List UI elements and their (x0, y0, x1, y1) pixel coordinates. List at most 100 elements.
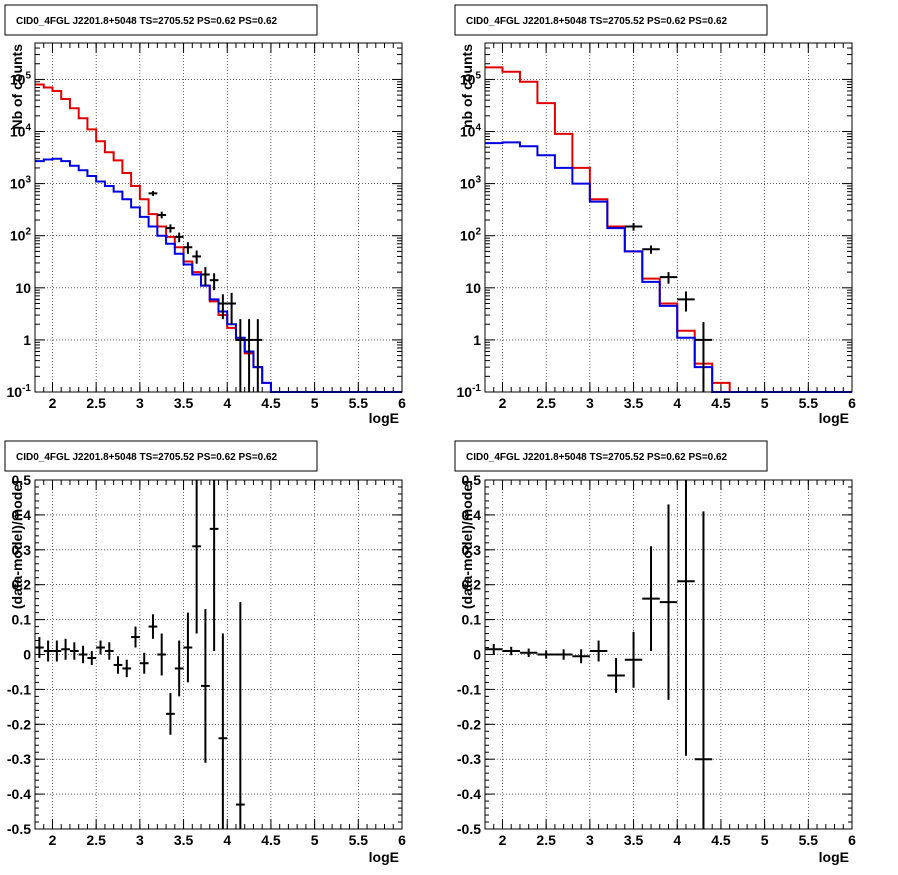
y-tick-label: 105 (10, 70, 32, 87)
y-tick-label: 0.1 (462, 612, 482, 628)
y-tick-label: 104 (460, 123, 482, 140)
x-tick-label: 3 (586, 832, 594, 848)
plot-content: 2 2.5 3 3.5 4 4.5 5 5.5 6 10-1 1 10 102 103 104 105 (457, 42, 856, 411)
x-tick-label: 4.5 (261, 395, 281, 411)
x-tick-label: 5 (311, 395, 319, 411)
y-tick-label: 102 (460, 227, 482, 244)
x-tick-label: 3.5 (624, 832, 644, 848)
plot-content: 2 2.5 3 3.5 4 4.5 5 5.5 6 -0.5 -0.4 -0.3 -0.2 -0.1 0 0.… (457, 472, 856, 848)
y-tick-label: 1 (23, 332, 31, 348)
title-box (4, 440, 318, 472)
y-tick-label: 104 (10, 123, 32, 140)
x-tick-label: 4 (673, 832, 681, 848)
x-tick-label: 3.5 (624, 395, 644, 411)
x-tick-label: 4 (673, 395, 681, 411)
x-tick-label: 2.5 (86, 832, 106, 848)
x-tick-label: 3.5 (174, 395, 194, 411)
y-tick-label: -0.2 (457, 716, 481, 732)
y-axis-title: Nb of counts (9, 44, 25, 130)
x-tick-label: 6 (848, 832, 856, 848)
x-tick-label: 4.5 (711, 395, 731, 411)
x-axis-title: logE (819, 410, 849, 426)
x-tick-label: 3 (136, 832, 144, 848)
y-tick-label: 105 (460, 70, 482, 87)
y-tick-label: 0.2 (462, 577, 482, 593)
series-line-red (485, 66, 852, 393)
y-tick-label: -0.2 (7, 716, 31, 732)
x-tick-label: 4.5 (261, 832, 281, 848)
y-axis-title: (data-model)/model (9, 480, 25, 609)
x-tick-label: 5 (761, 832, 769, 848)
y-tick-label: 0.4 (462, 507, 482, 523)
title-box (4, 4, 318, 36)
x-tick-label: 6 (398, 395, 406, 411)
series-line-blue (485, 141, 852, 393)
x-tick-label: 2.5 (536, 832, 556, 848)
x-tick-label: 2 (499, 395, 507, 411)
x-tick-label: 3 (586, 395, 594, 411)
plot-frame (484, 42, 853, 393)
y-tick-label: 0.4 (12, 507, 32, 523)
x-tick-label: 2 (49, 395, 57, 411)
x-tick-label: 3 (136, 395, 144, 411)
y-tick-label: -0.3 (7, 751, 31, 767)
plot-frame (34, 479, 403, 830)
y-tick-label: 103 (10, 175, 32, 192)
y-tick-label: -0.5 (457, 821, 481, 837)
x-tick-label: 5.5 (349, 832, 369, 848)
x-tick-label: 5.5 (799, 832, 819, 848)
y-tick-label: 1 (473, 332, 481, 348)
x-tick-label: 2 (499, 832, 507, 848)
x-tick-label: 5 (761, 395, 769, 411)
x-tick-label: 4 (223, 832, 231, 848)
panel-bottom-left: 2 2.5 3 3.5 4 4.5 5 5.5 6 -0.5 -0.4 -0.3 -0.2 -0.1 0 0.… (4, 440, 406, 865)
panel-title: CID0_4FGL J2201.8+5048 TS=2705.52 PS=0.6… (16, 16, 278, 27)
x-tick-label: 5 (311, 832, 319, 848)
y-tick-label: 10 (15, 280, 31, 296)
y-tick-label: 0 (473, 647, 481, 663)
y-axis-title: nb of counts (459, 44, 475, 128)
y-tick-label: 10-1 (7, 383, 32, 400)
y-tick-label: 0.5 (12, 472, 32, 488)
x-axis-title: logE (819, 849, 849, 865)
series-line-red (35, 83, 402, 393)
plot-content: 2 2.5 3 3.5 4 4.5 5 5.5 6 10-1 1 10 102 103 104 105 (7, 42, 406, 411)
x-tick-label: 4 (223, 395, 231, 411)
y-tick-label: -0.3 (457, 751, 481, 767)
x-tick-label: 2 (49, 832, 57, 848)
panel-top-right: 2 2.5 3 3.5 4 4.5 5 5.5 6 10-1 1 10 102 103 104 105 CID… (454, 4, 856, 426)
panel-title: CID0_4FGL J2201.8+5048 TS=2705.52 PS=0.6… (16, 452, 278, 463)
title-box (454, 440, 768, 472)
x-tick-label: 5.5 (799, 395, 819, 411)
x-tick-label: 3.5 (174, 832, 194, 848)
y-tick-label: 0.3 (462, 542, 482, 558)
y-tick-label: 0 (23, 647, 31, 663)
y-tick-label: 103 (460, 175, 482, 192)
y-tick-label: 0.5 (462, 472, 482, 488)
title-box (454, 4, 768, 36)
y-tick-label: 0.1 (12, 612, 32, 628)
y-tick-label: -0.1 (7, 681, 31, 697)
x-tick-label: 2.5 (536, 395, 556, 411)
panel-bottom-right: 2 2.5 3 3.5 4 4.5 5 5.5 6 -0.5 -0.4 -0.3 -0.2 -0.1 0 0.… (454, 440, 856, 865)
y-axis-title: (data-model)/model (459, 480, 475, 609)
y-tick-label: -0.4 (7, 786, 31, 802)
y-tick-label: -0.1 (457, 681, 481, 697)
y-tick-label: -0.4 (457, 786, 481, 802)
x-tick-label: 2.5 (86, 395, 106, 411)
x-tick-label: 4.5 (711, 832, 731, 848)
plot-frame (484, 479, 853, 830)
plot-frame (34, 42, 403, 393)
y-tick-label: 0.3 (12, 542, 32, 558)
y-tick-label: 10 (465, 280, 481, 296)
panel-title: CID0_4FGL J2201.8+5048 TS=2705.52 PS=0.6… (466, 452, 728, 463)
x-axis-title: logE (369, 849, 399, 865)
panel-title: CID0_4FGL J2201.8+5048 TS=2705.52 PS=0.6… (466, 16, 728, 27)
x-tick-label: 6 (398, 832, 406, 848)
y-tick-label: -0.5 (7, 821, 31, 837)
y-tick-label: 0.2 (12, 577, 32, 593)
y-tick-label: 102 (10, 227, 32, 244)
x-axis-title: logE (369, 410, 399, 426)
y-tick-label: 10-1 (457, 383, 482, 400)
panel-top-left: 2 2.5 3 3.5 4 4.5 5 5.5 6 10-1 1 10 102 103 104 105 CID… (4, 4, 406, 426)
